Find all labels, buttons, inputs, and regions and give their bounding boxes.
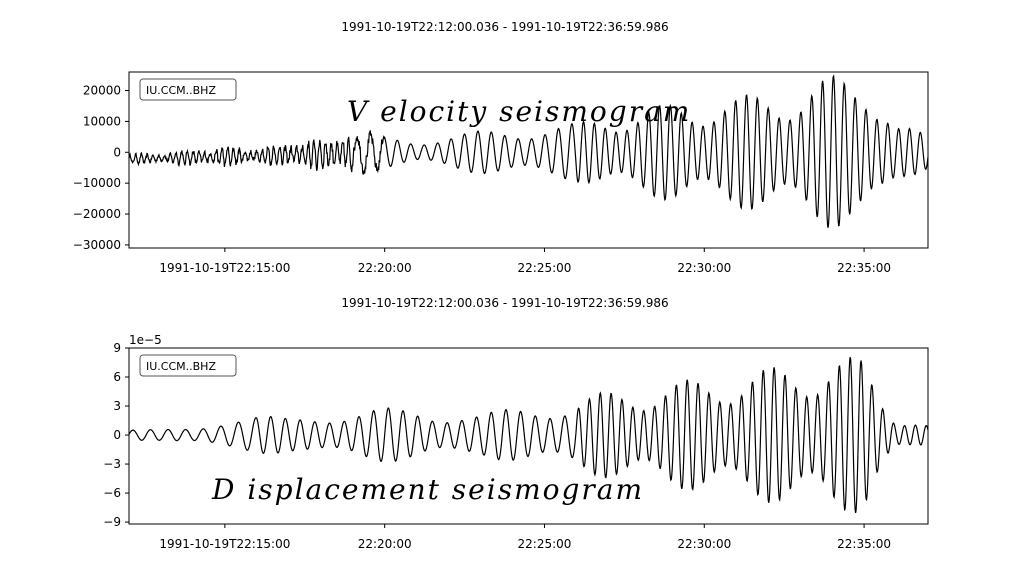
velocity-legend: IU.CCM..BHZ xyxy=(139,78,237,101)
x-tick-label: 22:30:00 xyxy=(677,261,731,275)
y-tick-label: −6 xyxy=(103,486,121,500)
y-tick-label: 6 xyxy=(113,370,121,384)
y-tick-label: 20000 xyxy=(83,84,121,98)
velocity-legend-label: IU.CCM..BHZ xyxy=(146,84,216,97)
x-tick-label: 22:20:00 xyxy=(358,537,412,551)
y-tick-label: −9 xyxy=(103,515,121,529)
velocity-legend-box xyxy=(139,78,237,101)
x-tick-label: 22:35:00 xyxy=(837,537,891,551)
x-tick-label: 22:25:00 xyxy=(518,261,572,275)
y-tick-label: −30000 xyxy=(73,238,121,252)
displacement-legend-box xyxy=(139,354,237,377)
y-tick-label: −20000 xyxy=(73,207,121,221)
x-tick-label: 22:25:00 xyxy=(518,537,572,551)
x-tick-label: 22:20:00 xyxy=(358,261,412,275)
x-tick-label: 1991-10-19T22:15:00 xyxy=(159,537,290,551)
y-tick-label: 9 xyxy=(113,341,121,355)
y-tick-label: 10000 xyxy=(83,114,121,128)
velocity-trace xyxy=(128,74,929,228)
displacement-plot-frame xyxy=(128,347,929,525)
displacement-x-axis: 1991-10-19T22:15:00 22:20:00 22:25:00 22:30… xyxy=(159,524,891,551)
x-tick-label: 1991-10-19T22:15:00 xyxy=(159,261,290,275)
displacement-panel: 1991-10-19T22:12:00.036 - 1991-10-19T22:… xyxy=(103,296,929,551)
velocity-annotation: V elocity seismogram xyxy=(347,95,691,128)
x-tick-label: 22:30:00 xyxy=(677,537,731,551)
displacement-offset-label: 1e−5 xyxy=(129,333,162,347)
y-tick-label: −3 xyxy=(103,457,121,471)
velocity-y-axis: 20000 10000 0 −10000 −20000 −30000 xyxy=(73,84,129,252)
displacement-annotation: D isplacement seismogram xyxy=(211,473,644,506)
y-tick-label: 3 xyxy=(113,399,121,413)
displacement-trace xyxy=(128,356,929,513)
velocity-panel: 1991-10-19T22:12:00.036 - 1991-10-19T22:… xyxy=(73,20,929,275)
displacement-y-axis: 9 6 3 0 −3 −6 −9 xyxy=(103,341,129,529)
y-tick-label: 0 xyxy=(113,145,121,159)
y-tick-label: −10000 xyxy=(73,176,121,190)
displacement-legend: IU.CCM..BHZ xyxy=(139,354,237,377)
x-tick-label: 22:35:00 xyxy=(837,261,891,275)
velocity-x-axis: 1991-10-19T22:15:00 22:20:00 22:25:00 22:30… xyxy=(159,248,891,275)
velocity-chart-title: 1991-10-19T22:12:00.036 - 1991-10-19T22:… xyxy=(341,20,668,34)
displacement-chart-title: 1991-10-19T22:12:00.036 - 1991-10-19T22:… xyxy=(341,296,668,310)
y-tick-label: 0 xyxy=(113,428,121,442)
displacement-legend-label: IU.CCM..BHZ xyxy=(146,360,216,373)
